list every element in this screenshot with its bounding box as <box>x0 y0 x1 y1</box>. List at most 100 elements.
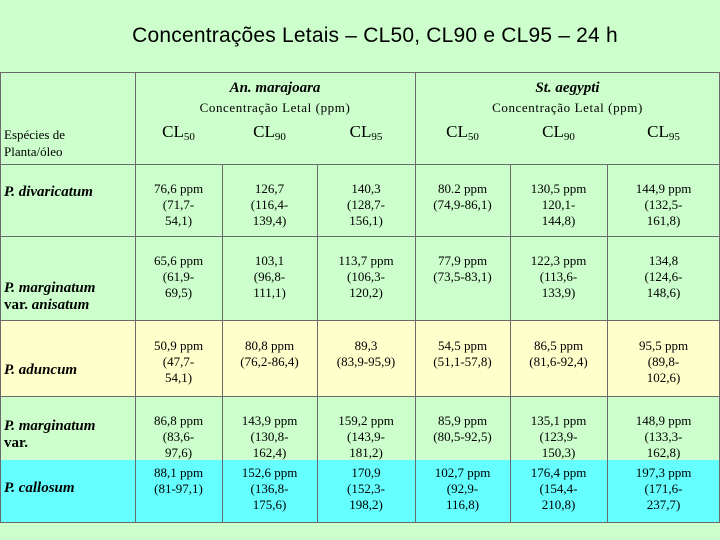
cell-line: 88,1 ppm <box>153 465 204 480</box>
group-header-st-aegypti: St. aegypti <box>535 80 600 96</box>
table-cell-r0-cl90-st: 130,5 ppm 120,1- 144,8) <box>510 181 607 229</box>
cell-line: (80,5-92,5) <box>433 429 492 444</box>
cell-line: (128,7- <box>347 197 385 212</box>
cell-line: (133,3- <box>644 429 683 444</box>
cell-line: (116,4- <box>250 197 289 212</box>
cell-line: 170,9 <box>351 465 381 480</box>
species-p-marginatum-anisatum: P. marginatum var. anisatum <box>4 280 96 313</box>
cell-line: 130,5 ppm <box>530 181 587 196</box>
cell-line: 140,3 <box>351 181 381 196</box>
cell-line: 126,7 <box>254 181 285 196</box>
cell-line: 210,8) <box>541 497 576 512</box>
table-cell-r2-cl90-st: 86,5 ppm (81,6-92,4) <box>510 338 607 370</box>
group-header-an-marajoara: An. marajoara <box>229 80 321 96</box>
cell-line: (61,9- <box>162 269 195 284</box>
cell-line: (73,5-83,1) <box>433 269 492 284</box>
cell-line: 143,9 ppm <box>241 413 298 428</box>
cell-line: (143,9- <box>347 429 385 444</box>
cell-line: 54,1) <box>164 213 193 228</box>
species-p-aduncum: P. aduncum <box>4 362 78 378</box>
cell-line: 65,6 ppm <box>153 253 204 268</box>
table-cell-r3-cl90-st: 135,1 ppm (123,9- 150,3) <box>510 413 607 461</box>
cell-line: (74,9-86,1) <box>433 197 492 212</box>
cell-line: 80,8 ppm <box>244 338 295 353</box>
cell-line: (113,6- <box>539 269 578 284</box>
table-cell-r2-cl90-an: 80,8 ppm (76,2-86,4) <box>222 338 317 370</box>
cell-line: (92,9- <box>446 481 479 496</box>
table-cell-r0-cl50-an: 76,6 ppm (71,7- 54,1) <box>135 181 222 229</box>
cell-line: (83,9-95,9) <box>336 354 396 369</box>
cell-line: 89,3 <box>354 338 378 353</box>
table-cell-r1-cl95-st: 134,8 (124,6- 148,6) <box>607 253 720 301</box>
cell-line: 120,1- <box>541 197 576 212</box>
cell-line: 148,6) <box>646 285 681 300</box>
table-cell-r3-cl95-st: 148,9 ppm (133,3- 162,8) <box>607 413 720 461</box>
table-cell-r3-cl50-st: 85,9 ppm (80,5-92,5) <box>415 413 510 445</box>
cell-line: 237,7) <box>646 497 681 512</box>
cell-line: (152,3- <box>347 481 385 496</box>
col-header-cl90-right: CL90 <box>542 122 575 143</box>
cell-line: 116,8) <box>445 497 480 512</box>
cell-line: 162,8) <box>646 445 681 460</box>
table-cell-r3-cl90-an: 143,9 ppm (130,8- 162,4) <box>222 413 317 461</box>
cell-line: 150,3) <box>541 445 576 460</box>
cell-line: 159,2 ppm <box>338 413 394 428</box>
table-cell-r0-cl90-an: 126,7 (116,4- 139,4) <box>222 181 317 229</box>
table-cell-r0-cl95-an: 140,3 (128,7- 156,1) <box>317 181 415 229</box>
cell-line: (47,7- <box>162 354 195 369</box>
cell-line: 122,3 ppm <box>530 253 587 268</box>
col-header-cl95-right: CL95 <box>647 122 680 143</box>
callosum-row-band <box>0 460 720 522</box>
cell-line: 50,9 ppm <box>153 338 204 353</box>
cell-line: 54,5 ppm <box>437 338 488 353</box>
cell-line: 77,9 ppm <box>437 253 488 268</box>
cell-line: 176,4 ppm <box>530 465 587 480</box>
table-cell-r2-cl50-an: 50,9 ppm (47,7- 54,1) <box>135 338 222 386</box>
cell-line: (51,1-57,8) <box>433 354 492 369</box>
cell-line: (124,6- <box>644 269 683 284</box>
cell-line: 102,7 ppm <box>434 465 491 480</box>
cell-line: (154,4- <box>539 481 578 496</box>
col-header-cl90-left: CL90 <box>253 122 286 143</box>
table-cell-r4-cl95-an: 170,9 (152,3- 198,2) <box>317 465 415 513</box>
species-p-divaricatum: P. divaricatum <box>4 184 93 200</box>
cell-line: 181,2) <box>349 445 383 460</box>
cell-line: 156,1) <box>349 213 383 228</box>
cell-line: 113,7 ppm <box>338 253 394 268</box>
cell-line: 80.2 ppm <box>437 181 488 196</box>
cell-line: (89,8- <box>647 354 680 369</box>
species-column-header: Espécies de Planta/óleo <box>4 126 65 160</box>
cell-line: 69,5) <box>164 285 193 300</box>
cell-line: (76,2-86,4) <box>240 354 299 369</box>
cell-line: 197,3 ppm <box>635 465 692 480</box>
cell-line: 198,2) <box>349 497 383 512</box>
cell-line: (81-97,1) <box>154 481 203 496</box>
cell-line: 85,9 ppm <box>437 413 488 428</box>
cell-line: (123,9- <box>539 429 578 444</box>
cell-line: 144,8) <box>541 213 576 228</box>
cell-line: 120,2) <box>349 285 383 300</box>
cell-line: 54,1) <box>164 370 193 385</box>
cell-line: 76,6 ppm <box>153 181 204 196</box>
cell-line: 144,9 ppm <box>635 181 692 196</box>
cell-line: 111,1) <box>253 285 286 300</box>
cell-line: 103,1 <box>254 253 285 268</box>
subheader-left: Concentração Letal (ppm) <box>199 100 351 115</box>
table-cell-r4-cl95-st: 197,3 ppm (171,6- 237,7) <box>607 465 720 513</box>
cell-line: (171,6- <box>644 481 683 496</box>
table-cell-r3-cl50-an: 86,8 ppm (83,6- 97,6) <box>135 413 222 461</box>
table-cell-r1-cl50-st: 77,9 ppm (73,5-83,1) <box>415 253 510 285</box>
cell-line: 86,5 ppm <box>533 338 584 353</box>
table-cell-r3-cl95-an: 159,2 ppm (143,9- 181,2) <box>317 413 415 461</box>
slide-title: Concentrações Letais – CL50, CL90 e CL95… <box>132 24 618 47</box>
table-cell-r2-cl95-an: 89,3 (83,9-95,9) <box>317 338 415 370</box>
table-cell-r0-cl50-st: 80.2 ppm (74,9-86,1) <box>415 181 510 213</box>
cell-line: 139,4) <box>252 213 287 228</box>
cell-line: 152,6 ppm <box>241 465 298 480</box>
aduncum-row-band <box>0 320 720 396</box>
cell-line: (83,6- <box>162 429 195 444</box>
cell-line: (81,6-92,4) <box>529 354 588 369</box>
table-cell-r2-cl95-st: 95,5 ppm (89,8- 102,6) <box>607 338 720 386</box>
table-cell-r4-cl90-an: 152,6 ppm (136,8- 175,6) <box>222 465 317 513</box>
